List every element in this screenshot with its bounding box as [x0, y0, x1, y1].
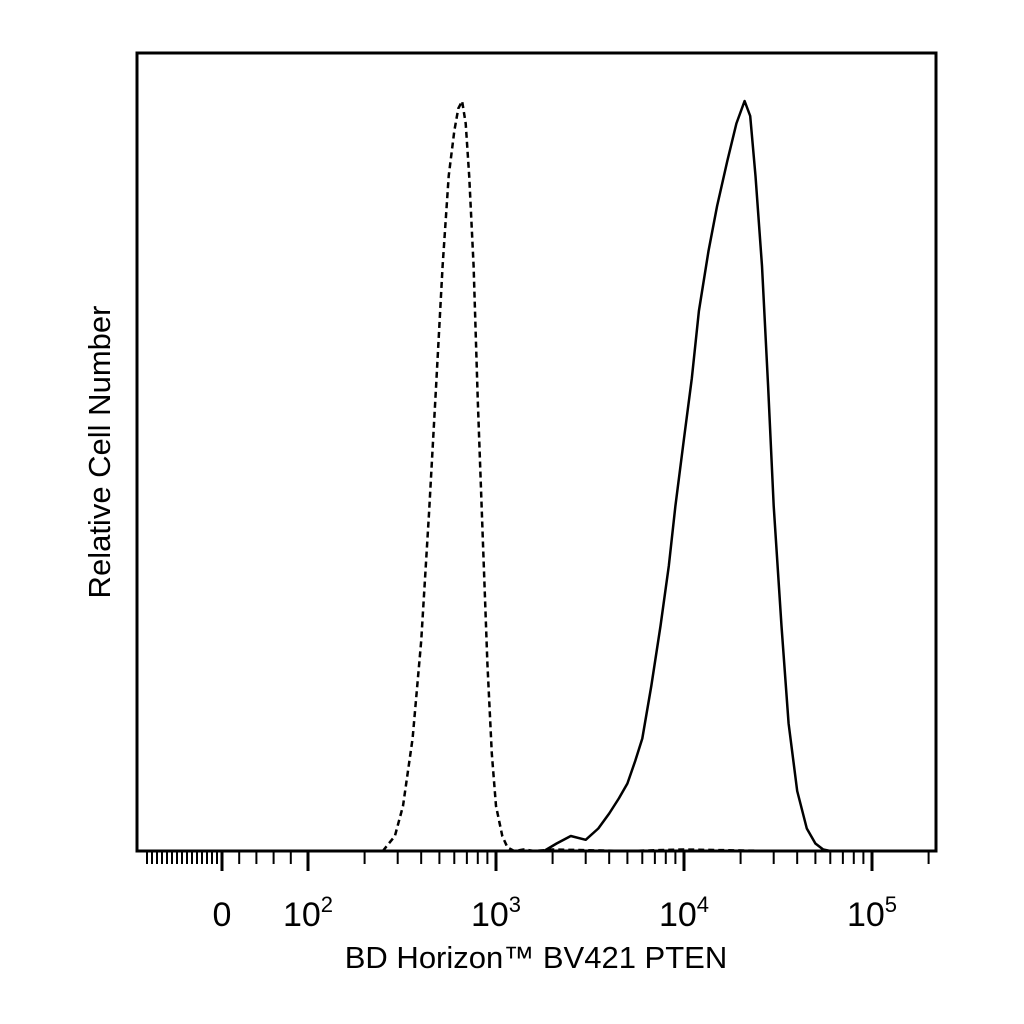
tick-label-base: 10	[659, 896, 697, 934]
tick-label-exponent: 4	[697, 892, 709, 917]
x-tick-labels: 0 102 103 104 105	[213, 892, 898, 934]
tick-label-base: 10	[471, 896, 509, 934]
tick-label-exponent: 2	[321, 892, 333, 917]
series-layer	[381, 99, 831, 853]
tick-label-exponent: 3	[509, 892, 521, 917]
plot-frame	[135, 51, 938, 853]
tick-label-base: 10	[847, 896, 885, 934]
x-tick-label: 105	[847, 892, 897, 934]
series-line-dashed	[381, 99, 831, 853]
y-axis-title: Relative Cell Number	[82, 306, 117, 599]
x-tick-label: 0	[213, 896, 232, 934]
x-axis-title: BD Horizon™ BV421 PTEN	[345, 940, 727, 975]
tick-label-base: 0	[213, 896, 232, 934]
x-tick-label: 102	[283, 892, 333, 934]
tick-label-base: 10	[283, 896, 321, 934]
tick-label-exponent: 5	[885, 892, 897, 917]
x-tick-label: 104	[659, 892, 709, 934]
x-tick-label: 103	[471, 892, 521, 934]
series-line-solid	[543, 99, 831, 853]
x-axis-ticks	[146, 851, 930, 871]
